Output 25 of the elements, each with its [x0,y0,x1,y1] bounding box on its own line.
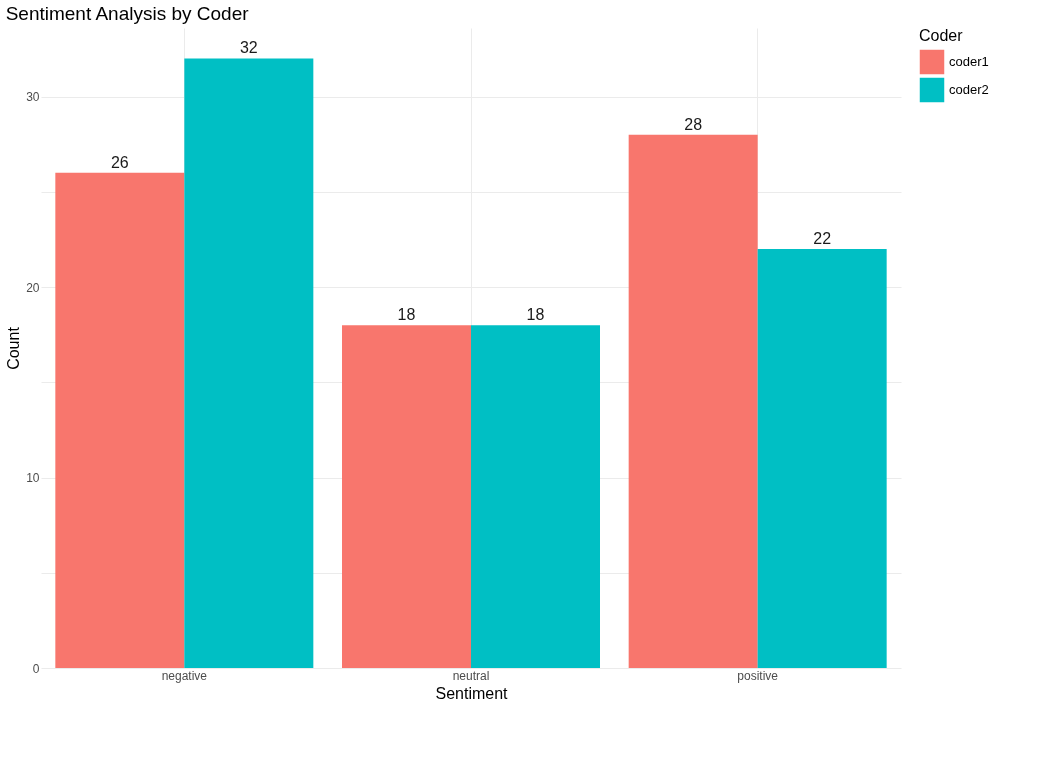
bar [342,325,471,668]
data-label: 18 [526,306,545,324]
y-tick-label: 0 [32,661,40,676]
y-tick-label: 10 [26,471,40,486]
bar [55,172,185,668]
bar [628,134,758,668]
data-label: 28 [684,115,703,133]
x-tick-label: positive [737,668,779,683]
legend-label: coder2 [949,82,989,97]
data-label: 22 [813,229,832,247]
data-label: 18 [397,306,416,324]
y-axis-title: Count [5,326,23,370]
x-axis-title: Sentiment [435,684,509,702]
chart-title: Sentiment Analysis by Coder [5,3,250,24]
data-label: 32 [239,39,258,57]
x-tick-label: neutral [452,668,490,683]
y-tick-label: 30 [26,90,40,105]
bar [184,58,314,668]
bar [757,248,887,668]
x-tick-label: negative [161,668,208,683]
legend-title: Coder [919,27,964,44]
y-tick-label: 20 [26,280,40,295]
data-label: 26 [110,153,129,171]
bar [471,325,600,668]
legend-label: coder1 [949,54,989,69]
